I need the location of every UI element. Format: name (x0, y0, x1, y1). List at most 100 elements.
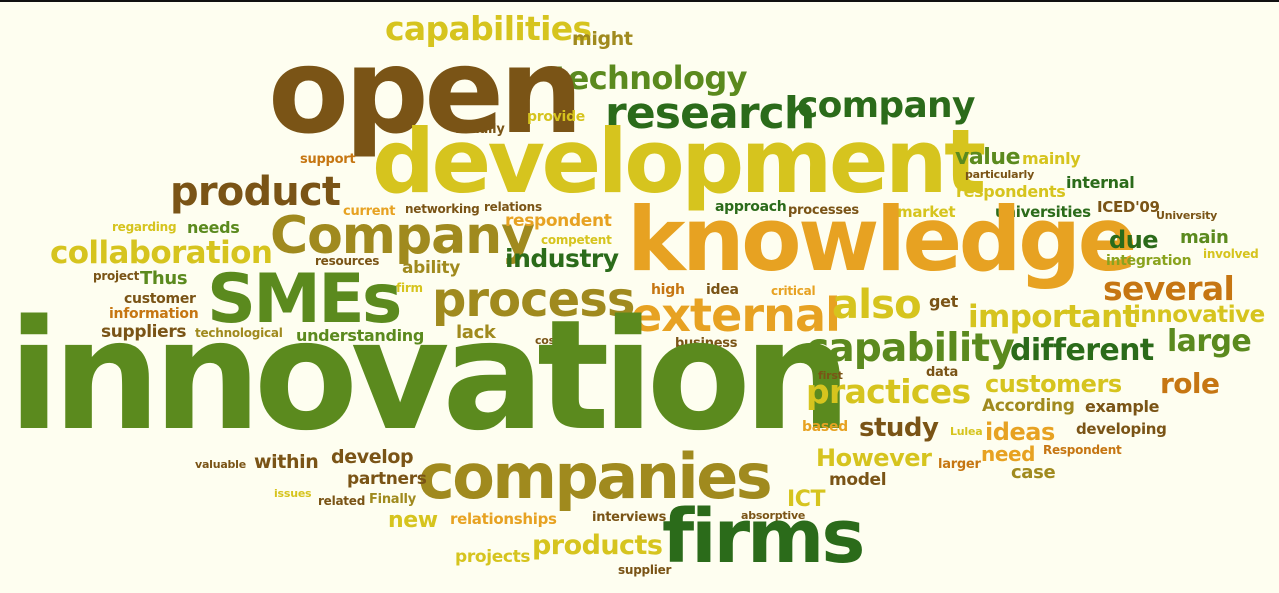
word-knowledge: knowledge (627, 188, 1137, 291)
word-critical: critical (771, 284, 816, 298)
word-respondent: respondent (505, 211, 612, 231)
word-issues: issues (274, 487, 312, 500)
word-get: get (929, 292, 958, 311)
word-according: According (982, 396, 1075, 416)
word-open: open (268, 22, 583, 160)
word-projects: projects (455, 547, 531, 567)
word-needs: needs (187, 218, 240, 237)
word-usually: usually (454, 122, 505, 137)
word-firms: firms (662, 494, 865, 580)
word-first: first (818, 369, 843, 382)
word-valuable: valuable (195, 458, 246, 471)
word-lulea: Lulea (950, 425, 983, 438)
word-integration: integration (1106, 253, 1192, 269)
word-ability: ability (402, 258, 460, 278)
word-information: information (109, 306, 199, 322)
word-supplier: supplier (618, 563, 672, 577)
word-firm: firm (396, 281, 423, 295)
word-understanding: understanding (296, 326, 424, 345)
word-competent: competent (541, 233, 612, 247)
word-relationships: relationships (450, 510, 557, 528)
word-practices: practices (806, 372, 971, 411)
word-absorptive: absorptive (741, 509, 806, 522)
word-particularly: particularly (965, 168, 1035, 181)
word-provide: provide (527, 109, 586, 125)
word-developing: developing (1076, 420, 1167, 438)
word-partners: partners (347, 469, 427, 489)
word-important: important (968, 299, 1137, 335)
word-processes: processes (788, 203, 859, 218)
word-idea: idea (706, 282, 739, 298)
word-market: market (897, 203, 956, 221)
word-customer: customer (124, 291, 196, 307)
word-resources: resources (315, 254, 380, 268)
word-university: University (1156, 209, 1218, 222)
word-several: several (1103, 269, 1235, 308)
word-role: role (1160, 367, 1220, 400)
word-iced09: ICED'09 (1097, 198, 1160, 216)
word-collaboration: collaboration (50, 235, 273, 271)
word-regarding: regarding (112, 220, 177, 234)
word-project: project (93, 269, 140, 283)
word-development: development (372, 110, 986, 213)
word-capabilities: capabilities (385, 9, 592, 48)
word-approach: approach (715, 199, 787, 215)
word-develop: develop (331, 446, 414, 468)
word-technological: technological (195, 326, 283, 340)
word-example: example (1085, 397, 1160, 416)
word-business: business (675, 336, 738, 351)
word-finally: Finally (369, 492, 416, 507)
word-data: data (926, 365, 959, 380)
word-also: also (832, 282, 922, 328)
word-main: main (1180, 227, 1229, 248)
word-related: related (318, 494, 366, 508)
word-larger: larger (938, 457, 981, 472)
word-lack: lack (456, 322, 496, 343)
word-company-capitalized: Company (270, 206, 535, 266)
word-innovative: innovative (1133, 302, 1265, 328)
word-might: might (572, 28, 633, 50)
word-universities: universities (995, 203, 1091, 221)
word-cost: cost (535, 334, 561, 347)
word-respondents: respondents (956, 182, 1066, 201)
word-companies: companies (418, 440, 773, 513)
word-interviews: interviews (592, 510, 667, 525)
word-company: company (797, 85, 975, 126)
word-study: study (859, 413, 939, 443)
word-thus: Thus (140, 268, 188, 289)
word-ideas: ideas (985, 418, 1055, 446)
word-however: However (816, 444, 932, 472)
word-involved: involved (1203, 247, 1259, 261)
word-external: external (631, 288, 841, 342)
word-large: large (1167, 324, 1252, 359)
word-current: current (343, 204, 396, 219)
word-case: case (1011, 462, 1056, 483)
word-based: based (802, 419, 848, 435)
word-different: different (1010, 333, 1154, 368)
word-product: product (170, 169, 341, 215)
word-model: model (829, 470, 887, 490)
word-new: new (388, 508, 438, 533)
word-customers: customers (985, 370, 1122, 398)
word-high: high (651, 282, 685, 298)
word-research: research (605, 88, 815, 139)
word-need: need (981, 442, 1036, 466)
word-innovation: innovation (8, 287, 852, 464)
word-networking: networking (405, 202, 480, 216)
word-support: support (300, 152, 356, 167)
word-capability: capability (806, 326, 1015, 371)
word-technology: technology (553, 59, 747, 97)
word-process: process (432, 272, 635, 328)
word-smes: SMEs (207, 260, 402, 339)
word-respondent-capitalized: Respondent (1043, 443, 1122, 457)
word-mainly: mainly (1022, 149, 1081, 168)
word-due: due (1109, 226, 1159, 254)
word-relations: relations (484, 200, 542, 214)
word-industry: industry (505, 244, 619, 273)
word-within: within (254, 451, 319, 473)
word-suppliers: suppliers (101, 322, 187, 342)
word-products: products (532, 530, 663, 561)
word-ict: ICT (787, 487, 826, 512)
word-value: value (955, 145, 1021, 170)
